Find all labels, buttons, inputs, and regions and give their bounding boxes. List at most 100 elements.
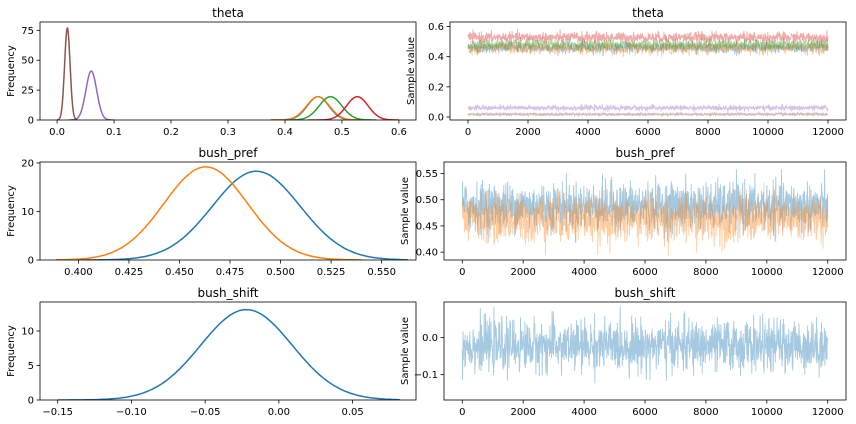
axes-frame (39, 21, 417, 121)
y-tick-label: 0.55 (416, 169, 438, 180)
x-tick-label: 0.5 (334, 127, 350, 138)
axes-frame (39, 301, 417, 401)
density-line-2 (285, 95, 377, 120)
x-tick-label: 4000 (571, 407, 596, 418)
axes-frame (39, 161, 417, 261)
y-axis-label: Sample value (400, 317, 411, 385)
panel-title: bush_shift (615, 286, 676, 300)
y-tick-label: 0 (28, 256, 34, 267)
panel-bush_shift_trace: 0 2000 4000 6000 8000 10000 12000 −0.1 0.0 bush_s… (400, 286, 847, 418)
x-tick-label: 0.0 (49, 127, 65, 138)
x-tick-label: 10000 (752, 127, 784, 138)
y-tick-label: 0.40 (416, 248, 438, 259)
x-tick-label: 0.425 (115, 267, 144, 278)
y-tick-label: −0.1 (414, 370, 438, 381)
x-tick-label: 0.2 (163, 127, 179, 138)
x-tick-label: 2000 (515, 127, 540, 138)
x-tick-label: −0.05 (190, 407, 221, 418)
panel-title: bush_pref (616, 146, 676, 160)
x-tick-label: 2000 (510, 407, 535, 418)
panel-title: theta (632, 6, 664, 20)
y-tick-label: 25 (21, 86, 34, 97)
y-axis-label: Sample value (406, 37, 417, 105)
x-tick-label: 6000 (635, 127, 660, 138)
plot-area (467, 29, 829, 118)
density-line-0 (78, 170, 408, 260)
trace-line-5 (467, 110, 829, 118)
x-tick-label: 12000 (812, 267, 844, 278)
x-tick-label: 0.05 (341, 407, 363, 418)
y-tick-label: 20 (21, 158, 34, 169)
density-line-4 (68, 70, 115, 120)
y-tick-label: 0 (28, 116, 34, 127)
y-tick-label: 75 (21, 26, 34, 37)
trace-line-1 (461, 182, 829, 256)
x-tick-label: 2000 (510, 267, 535, 278)
x-tick-label: 0.475 (216, 267, 245, 278)
trace-line-0 (461, 306, 828, 384)
plot-area (57, 308, 400, 400)
density-line-1 (56, 166, 362, 260)
y-tick-label: 5 (28, 361, 34, 372)
x-tick-label: 0.3 (220, 127, 236, 138)
trace-line-0 (461, 169, 829, 243)
trace-line-0 (467, 39, 829, 57)
x-tick-label: 10000 (751, 267, 783, 278)
x-tick-label: 0.550 (367, 267, 396, 278)
x-tick-label: 0.400 (64, 267, 93, 278)
y-tick-label: 0.4 (428, 52, 444, 63)
y-tick-label: 0.0 (428, 112, 444, 123)
trace-line-3 (467, 29, 829, 46)
y-axis-label: Frequency (6, 325, 17, 377)
x-tick-label: 4000 (571, 267, 596, 278)
plot-area (461, 169, 829, 256)
plot-area (56, 166, 408, 260)
panel-bush_shift_density: −0.15 −0.10 −0.05 0.00 0.05 0 5 10 bush_shift Fre… (6, 286, 417, 418)
x-tick-label: 0.500 (266, 267, 295, 278)
panel-bush_pref_density: 0.400 0.425 0.450 0.475 0.500 0.525 0.550 0 10 20… (6, 146, 417, 278)
panel-theta_trace: 0 2000 4000 6000 8000 10000 12000 0.0 0.2 0.4 0.6 t… (406, 6, 847, 138)
x-tick-label: 4000 (575, 127, 600, 138)
panel-title: theta (212, 6, 244, 20)
x-tick-label: 0.6 (391, 127, 407, 138)
x-tick-label: 0.450 (165, 267, 194, 278)
x-tick-label: −0.15 (42, 407, 73, 418)
x-tick-label: 8000 (695, 127, 720, 138)
y-tick-label: 0.6 (428, 22, 444, 33)
panel-theta_density: 0.0 0.1 0.2 0.3 0.4 0.5 0.6 0 25 50 75 theta Frequen… (6, 6, 417, 138)
trace-line-4 (467, 103, 829, 114)
density-line-0 (57, 308, 400, 400)
x-tick-label: 0 (459, 407, 465, 418)
y-axis-label: Sample value (400, 177, 411, 245)
y-axis-label: Frequency (6, 185, 17, 237)
x-tick-label: 6000 (632, 267, 657, 278)
x-tick-label: 0 (459, 267, 465, 278)
panel-title: bush_shift (198, 286, 259, 300)
x-tick-label: 0 (465, 127, 471, 138)
x-tick-label: 8000 (693, 407, 718, 418)
x-tick-label: 0.525 (317, 267, 346, 278)
panel-bush_pref_trace: 0 2000 4000 6000 8000 10000 12000 0.40 0.45 0.50 0… (400, 146, 847, 278)
trace-line-1 (467, 39, 829, 58)
y-tick-label: 0 (28, 396, 34, 407)
y-tick-label: 0.50 (416, 195, 438, 206)
panel-title: bush_pref (199, 146, 259, 160)
x-tick-label: 12000 (812, 127, 844, 138)
x-tick-label: 12000 (812, 407, 844, 418)
trace-line-2 (467, 36, 829, 53)
density-line-5 (57, 27, 78, 120)
x-tick-label: 0.00 (268, 407, 290, 418)
y-tick-label: 10 (21, 326, 34, 337)
y-axis-label: Frequency (6, 45, 17, 97)
x-tick-label: 6000 (632, 407, 657, 418)
plot-area (57, 27, 399, 120)
x-tick-label: 0.1 (106, 127, 122, 138)
y-tick-label: 0.2 (428, 82, 444, 93)
y-tick-label: 50 (21, 56, 34, 67)
x-tick-label: 0.4 (277, 127, 293, 138)
plot-area (461, 306, 828, 384)
x-tick-label: 10000 (751, 407, 783, 418)
y-tick-label: 0.0 (422, 333, 438, 344)
y-tick-label: 0.45 (416, 221, 438, 232)
